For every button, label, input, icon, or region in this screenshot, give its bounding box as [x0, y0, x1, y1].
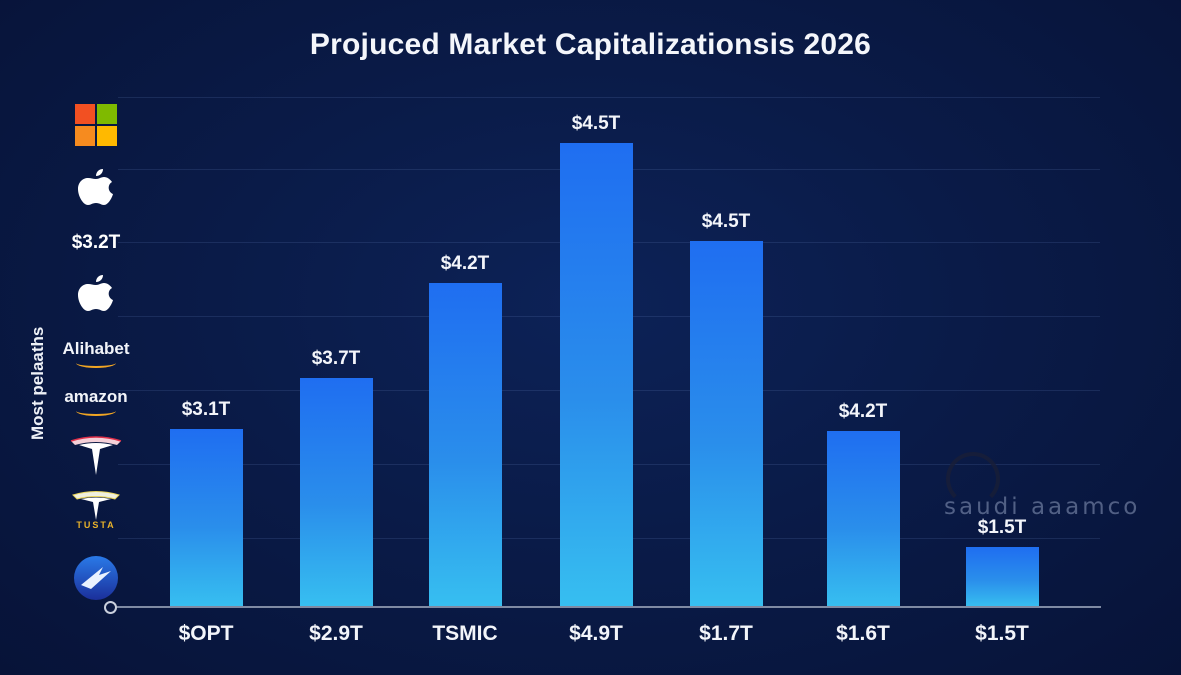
x-tick-label: $OPT — [178, 622, 234, 645]
x-tick-label: TSMIC — [432, 622, 498, 645]
bar-6[interactable] — [827, 431, 900, 607]
bar-value-label: $3.1T — [181, 399, 231, 420]
bar-5[interactable] — [690, 241, 763, 607]
tesla-gold-logo-text: TUSTA — [76, 520, 116, 530]
amazon-logo: amazon — [56, 387, 136, 417]
tesla-logo-icon — [56, 434, 136, 478]
bar-3[interactable] — [429, 283, 502, 607]
bar-value-label: $3.7T — [311, 348, 361, 369]
bar-value-label: $4.2T — [440, 253, 490, 274]
x-axis — [116, 606, 1101, 608]
amazon-smile-icon — [76, 358, 116, 368]
chart-title: Projuced Market Capitalizationsis 2026 — [309, 28, 872, 61]
y-axis-label: Most pelaaths — [28, 326, 47, 440]
bar-value-label: $4.5T — [701, 211, 751, 232]
x-tick-label: $1.7T — [699, 622, 753, 645]
axis-origin-marker — [104, 601, 117, 614]
bar-value-label: $4.2T — [838, 401, 888, 422]
amazon-logo-text: amazon — [64, 387, 128, 406]
x-tick-label: $2.9T — [309, 622, 363, 645]
alphabet-logo-text: Alihabet — [62, 339, 130, 358]
x-tick-label: $1.5T — [975, 622, 1029, 645]
amazon-smile-icon — [76, 406, 116, 416]
tesla-gold-logo-icon: TUSTA — [56, 484, 136, 536]
alphabet-logo: Alihabet — [56, 339, 136, 369]
bar-2[interactable] — [300, 378, 373, 607]
blue-circle-logo-icon — [56, 555, 136, 601]
bar-7[interactable] — [966, 547, 1039, 607]
x-tick-label: $4.9T — [569, 622, 623, 645]
apple-logo-icon — [56, 272, 136, 318]
watermark-text: saudi aaamco — [944, 494, 1141, 520]
bar-value-label: $1.5T — [977, 517, 1027, 538]
x-tick-label: $1.6T — [836, 622, 890, 645]
side-value-label: $3.2T — [71, 232, 121, 253]
bar-4[interactable] — [560, 143, 633, 607]
gridline — [118, 97, 1100, 98]
microsoft-logo-icon — [56, 103, 136, 147]
bar-1[interactable] — [170, 429, 243, 607]
bar-value-label: $4.5T — [571, 113, 621, 134]
apple-logo-icon — [56, 166, 136, 212]
watermark-ring-icon — [946, 452, 1000, 506]
